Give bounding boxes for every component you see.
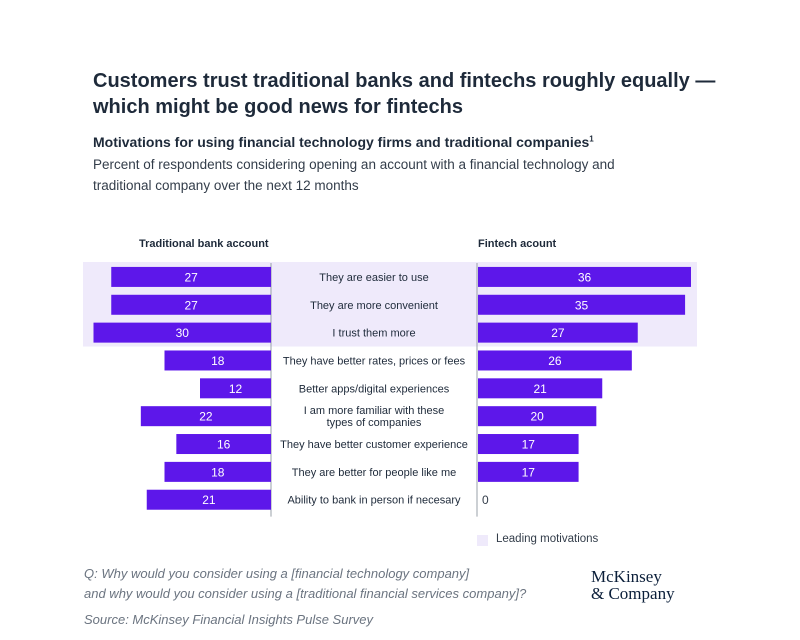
traditional-value-label-8: 18 (211, 465, 225, 479)
right-column-header: Fintech acount (478, 238, 557, 250)
traditional-bar-3 (93, 322, 271, 343)
fintech-bar-4 (478, 350, 632, 371)
logo-line-2: & Company (591, 584, 675, 603)
mckinsey-logo: McKinsey & Company (591, 568, 675, 602)
fintech-bar-6 (478, 406, 597, 427)
traditional-bar-1 (111, 266, 271, 287)
fintech-value-label-5: 21 (533, 382, 547, 396)
fintech-value-label-7: 17 (522, 438, 536, 452)
category-label-5: Better apps/digital experiences (299, 383, 450, 395)
traditional-value-label-2: 27 (184, 298, 198, 312)
subtitle-footnote-marker: 1 (589, 134, 594, 144)
traditional-value-label-6: 22 (199, 410, 213, 424)
fintech-value-label-1: 36 (578, 270, 592, 284)
legend-swatch-leading-motivations (477, 535, 488, 546)
survey-question-line-1: Q: Why would you consider using a [finan… (84, 566, 470, 581)
traditional-bar-8 (164, 461, 271, 482)
category-label-3: I trust them more (332, 328, 415, 340)
fintech-bar-7 (478, 434, 579, 455)
chart-description: Percent of respondents considering openi… (93, 157, 615, 193)
traditional-value-label-1: 27 (184, 270, 198, 284)
fintech-bar-3 (478, 322, 638, 343)
category-label-6-line-2: types of companies (327, 417, 422, 429)
traditional-value-label-7: 16 (217, 438, 231, 452)
traditional-bar-5 (200, 378, 271, 399)
traditional-bar-2 (111, 294, 271, 315)
fintech-bar-2 (478, 294, 686, 315)
fintech-value-label-8: 17 (522, 465, 536, 479)
fintech-value-label-6: 20 (530, 410, 544, 424)
category-label-8: They are better for people like me (292, 467, 456, 479)
category-label-9: Ability to bank in person if necesary (287, 495, 461, 507)
traditional-bar-7 (176, 434, 271, 455)
chart-title: Customers trust traditional banks and fi… (93, 70, 716, 118)
category-label-6-line-1: I am more familiar with these (304, 405, 445, 417)
logo-line-1: McKinsey (591, 567, 662, 586)
traditional-bar-9 (146, 489, 271, 510)
category-label-1: They are easier to use (319, 272, 428, 284)
survey-question: Q: Why would you consider using a [finan… (84, 564, 584, 604)
category-label-7: They have better customer experience (280, 439, 468, 451)
category-label-2: They are more convenient (310, 300, 438, 312)
subtitle-text: Motivations for using financial technolo… (93, 134, 590, 150)
left-column-header: Traditional bank account (139, 238, 269, 250)
traditional-bar-4 (164, 350, 271, 371)
legend-label-leading-motivations: Leading motivations (496, 533, 599, 545)
fintech-value-label-9: 0 (482, 493, 489, 507)
fintech-bar-5 (478, 378, 603, 399)
chart-subtitle: Motivations for using financial technolo… (93, 134, 713, 150)
fintech-value-label-3: 27 (551, 326, 565, 340)
fintech-bar-1 (478, 266, 691, 287)
source-note: Source: McKinsey Financial Insights Puls… (84, 612, 374, 627)
traditional-value-label-4: 18 (211, 354, 225, 368)
traditional-value-label-9: 21 (202, 493, 216, 507)
traditional-value-label-3: 30 (176, 326, 190, 340)
fintech-bar-8 (478, 461, 579, 482)
survey-question-line-2: and why would you consider using a [trad… (84, 586, 527, 601)
category-label-4: They have better rates, prices or fees (283, 355, 466, 367)
fintech-value-label-2: 35 (575, 298, 589, 312)
fintech-value-label-4: 26 (548, 354, 562, 368)
traditional-value-label-5: 12 (229, 382, 243, 396)
traditional-bar-6 (140, 406, 271, 427)
